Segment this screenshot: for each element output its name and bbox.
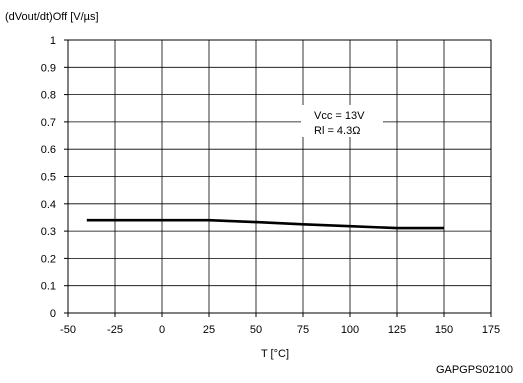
y-tick-label: 0.5 [41,172,56,184]
x-tick-label: 0 [159,324,165,336]
y-axis-label: (dVout/dt)Off [V/µs] [5,11,99,23]
x-tick-labels: -50 -25 0 25 50 75 100 125 150 175 [60,324,500,336]
x-tick-label: -50 [60,324,76,336]
y-tick-label: 0.2 [41,253,56,265]
y-tick-label: 0.1 [41,281,56,293]
y-tick-label: 0.3 [41,226,56,238]
y-tick-labels: 0 0.1 0.2 0.3 0.4 0.5 0.6 0.7 0.8 0.9 1 [41,35,56,320]
annotation-vcc: Vcc = 13V [314,110,365,122]
grid [64,39,492,317]
y-tick-label: 0.4 [41,199,56,211]
series-line [86,218,444,230]
y-tick-label: 0.9 [41,62,56,74]
x-tick-label: 25 [203,324,215,336]
annotation-rl: Rl = 4.3Ω [314,125,360,137]
x-tick-label: 50 [250,324,262,336]
x-axis-label: T [°C] [261,348,289,360]
y-tick-label: 0.8 [41,90,56,102]
y-tick-label: 1 [50,35,56,47]
plot-frame [67,39,492,314]
x-tick-label: 100 [341,324,359,336]
y-tick-label: 0.7 [41,117,56,129]
figure-id: GAPGPS02100 [436,364,513,376]
x-tick-label: 150 [435,324,453,336]
y-tick-label: 0 [50,308,56,320]
x-tick-label: -25 [107,324,123,336]
x-tick-label: 75 [297,324,309,336]
x-tick-label: 125 [388,324,406,336]
x-tick-label: 175 [482,324,500,336]
y-tick-label: 0.6 [41,144,56,156]
annotation-background [301,105,383,137]
